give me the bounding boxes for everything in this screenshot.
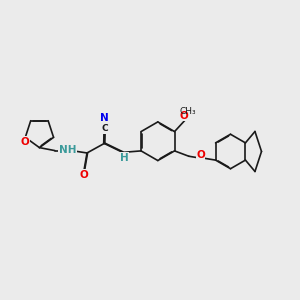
Text: H: H [120, 153, 128, 163]
Text: NH: NH [58, 145, 76, 155]
Text: O: O [21, 136, 30, 146]
Text: O: O [196, 150, 205, 160]
Text: C: C [101, 124, 108, 133]
Text: O: O [80, 170, 88, 180]
Text: CH₃: CH₃ [180, 107, 196, 116]
Text: O: O [180, 111, 189, 121]
Text: N: N [100, 113, 109, 123]
